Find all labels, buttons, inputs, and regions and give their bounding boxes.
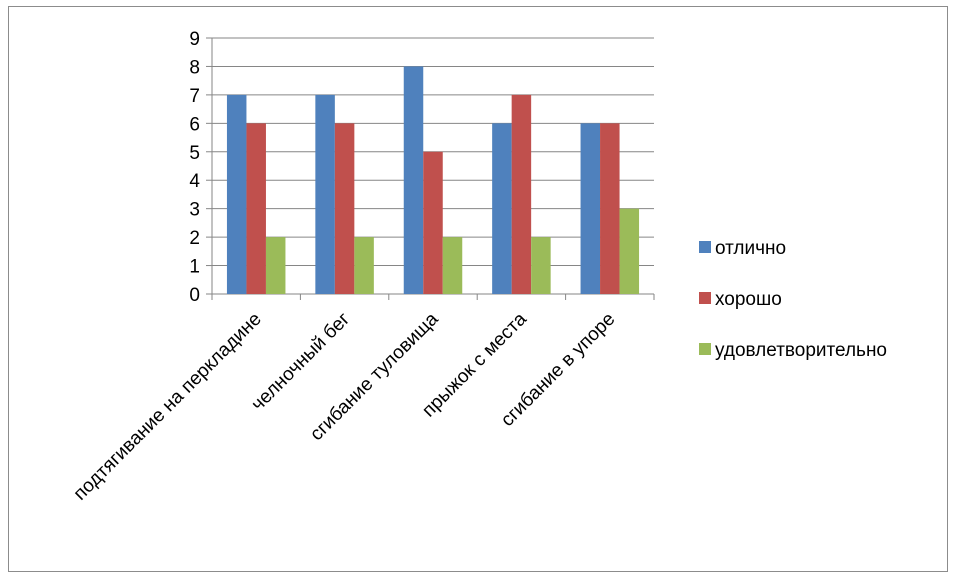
bar-1-5 bbox=[580, 123, 601, 294]
bar-2-4 bbox=[511, 94, 532, 294]
y-tick-label: 0 bbox=[189, 285, 200, 306]
bar-2-5 bbox=[600, 123, 620, 294]
bar-2-2 bbox=[334, 123, 355, 294]
x-category-label: подтягивание на перкладине bbox=[70, 309, 266, 505]
chart-frame bbox=[8, 6, 948, 572]
y-tick-label: 6 bbox=[189, 114, 200, 135]
y-tick-label: 9 bbox=[189, 29, 200, 50]
bar-1-3 bbox=[403, 66, 424, 294]
y-tick-label: 2 bbox=[189, 228, 200, 249]
legend-swatch-3 bbox=[699, 343, 711, 355]
legend-swatch-2 bbox=[699, 292, 711, 304]
bar-2-1 bbox=[246, 123, 266, 294]
bar-3-1 bbox=[265, 237, 286, 294]
bar-1-4 bbox=[492, 123, 512, 294]
bar-3-5 bbox=[619, 208, 640, 294]
bar-3-2 bbox=[354, 237, 374, 294]
y-tick-label: 4 bbox=[189, 171, 200, 192]
y-tick-label: 8 bbox=[189, 57, 200, 78]
y-tick-label: 3 bbox=[189, 200, 200, 221]
y-tick-label: 5 bbox=[189, 143, 200, 164]
y-tick-label: 1 bbox=[189, 257, 200, 278]
bar-1-1 bbox=[226, 94, 247, 294]
legend-label-3: удовлетворительно bbox=[715, 340, 887, 361]
y-tick-label: 7 bbox=[189, 86, 200, 107]
bar-3-3 bbox=[442, 237, 463, 294]
legend-label-1: отлично bbox=[715, 238, 786, 259]
bar-1-2 bbox=[315, 94, 335, 294]
bar-2-3 bbox=[423, 151, 443, 294]
legend-label-2: хорошо bbox=[715, 289, 782, 310]
bar-3-4 bbox=[531, 237, 551, 294]
legend-swatch-1 bbox=[699, 241, 711, 253]
